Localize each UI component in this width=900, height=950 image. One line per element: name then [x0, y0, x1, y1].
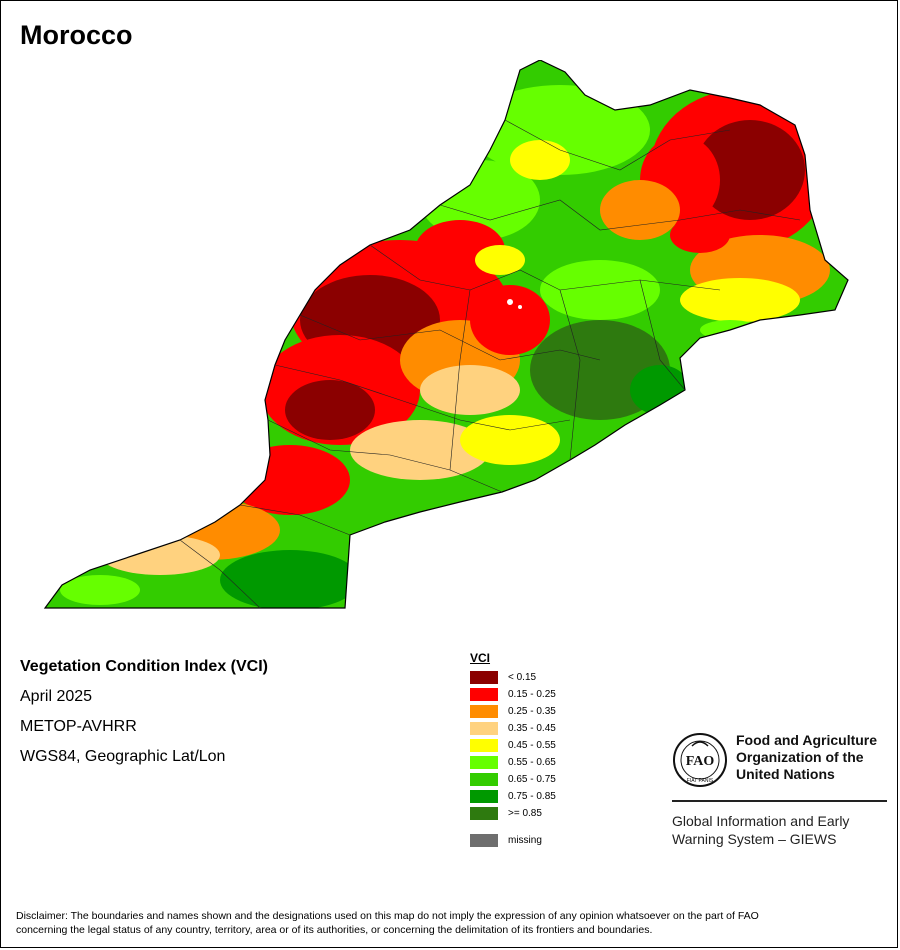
morocco-vci-map-svg [43, 59, 849, 609]
map-title: Morocco [20, 20, 133, 50]
legend-swatch [470, 807, 498, 820]
legend-row: 0.35 - 0.45 [470, 720, 556, 737]
fao-emblem-letters: FAO [686, 754, 715, 769]
legend-row: >= 0.85 [470, 805, 556, 822]
legend-label: 0.45 - 0.55 [508, 740, 556, 751]
legend-label: 0.75 - 0.85 [508, 791, 556, 802]
legend-row: 0.25 - 0.35 [470, 703, 556, 720]
legend-label: 0.55 - 0.65 [508, 757, 556, 768]
fao-emblem-icon: FAO FIAT PANIS [673, 733, 727, 787]
giews-name: Global Information and Early Warning Sys… [672, 812, 887, 848]
legend-swatch [470, 790, 498, 803]
fao-emblem-motto: FIAT PANIS [687, 778, 714, 784]
legend-classes: < 0.15 0.15 - 0.25 0.25 - 0.35 0.35 - 0.45 0… [470, 669, 556, 822]
fao-name-line1: Food and Agriculture [736, 732, 878, 748]
legend-row: 0.75 - 0.85 [470, 788, 556, 805]
legend-label: 0.35 - 0.45 [508, 723, 556, 734]
projection-name: WGS84, Geographic Lat/Lon [20, 748, 226, 765]
giews-line1: Global Information and Early [672, 813, 850, 829]
small-missing-patches [507, 299, 522, 309]
legend-row: 0.65 - 0.75 [470, 771, 556, 788]
vci-raster [45, 60, 848, 608]
fao-org-name: Food and Agriculture Organization of the… [736, 732, 877, 783]
legend-missing-label: missing [508, 835, 542, 846]
fao-name-line3: United Nations [736, 766, 835, 782]
legend-swatch [470, 671, 498, 684]
legend-missing-swatch [470, 834, 498, 847]
admin-boundaries [179, 119, 801, 609]
disclaimer-line2: concerning the legal status of any count… [16, 924, 653, 936]
legend-title: VCI [470, 651, 491, 665]
legend-label: >= 0.85 [508, 808, 542, 819]
legend-label: 0.15 - 0.25 [508, 689, 556, 700]
legend-label: < 0.15 [508, 672, 537, 683]
disclaimer: Disclaimer: The boundaries and names sho… [16, 909, 886, 937]
fao-branding: FAO FIAT PANIS Food and Agriculture Orga… [672, 732, 887, 848]
legend-row: 0.55 - 0.65 [470, 754, 556, 771]
legend-label: 0.65 - 0.75 [508, 774, 556, 785]
legend-label: 0.25 - 0.35 [508, 706, 556, 717]
fao-name-line2: Organization of the [736, 749, 864, 765]
vci-legend: VCI < 0.15 0.15 - 0.25 0.25 - 0.35 0.35 - 0… [470, 651, 556, 849]
vci-map [40, 59, 860, 620]
map-date: April 2025 [20, 688, 93, 705]
legend-swatch [470, 739, 498, 752]
legend-missing-row: missing [470, 832, 556, 849]
product-name: Vegetation Condition Index (VCI) [20, 658, 268, 675]
sensor-name: METOP-AVHRR [20, 718, 137, 735]
legend-row: 0.15 - 0.25 [470, 686, 556, 703]
legend-row: 0.45 - 0.55 [470, 737, 556, 754]
legend-swatch [470, 756, 498, 769]
giews-line2: Warning System – GIEWS [672, 831, 837, 847]
map-metadata: Vegetation Condition Index (VCI) April 2… [20, 657, 268, 777]
legend-swatch [470, 705, 498, 718]
legend-row: < 0.15 [470, 669, 556, 686]
legend-swatch [470, 773, 498, 786]
disclaimer-line1: Disclaimer: The boundaries and names sho… [16, 910, 759, 922]
fao-divider [672, 800, 887, 802]
legend-swatch [470, 688, 498, 701]
legend-swatch [470, 722, 498, 735]
